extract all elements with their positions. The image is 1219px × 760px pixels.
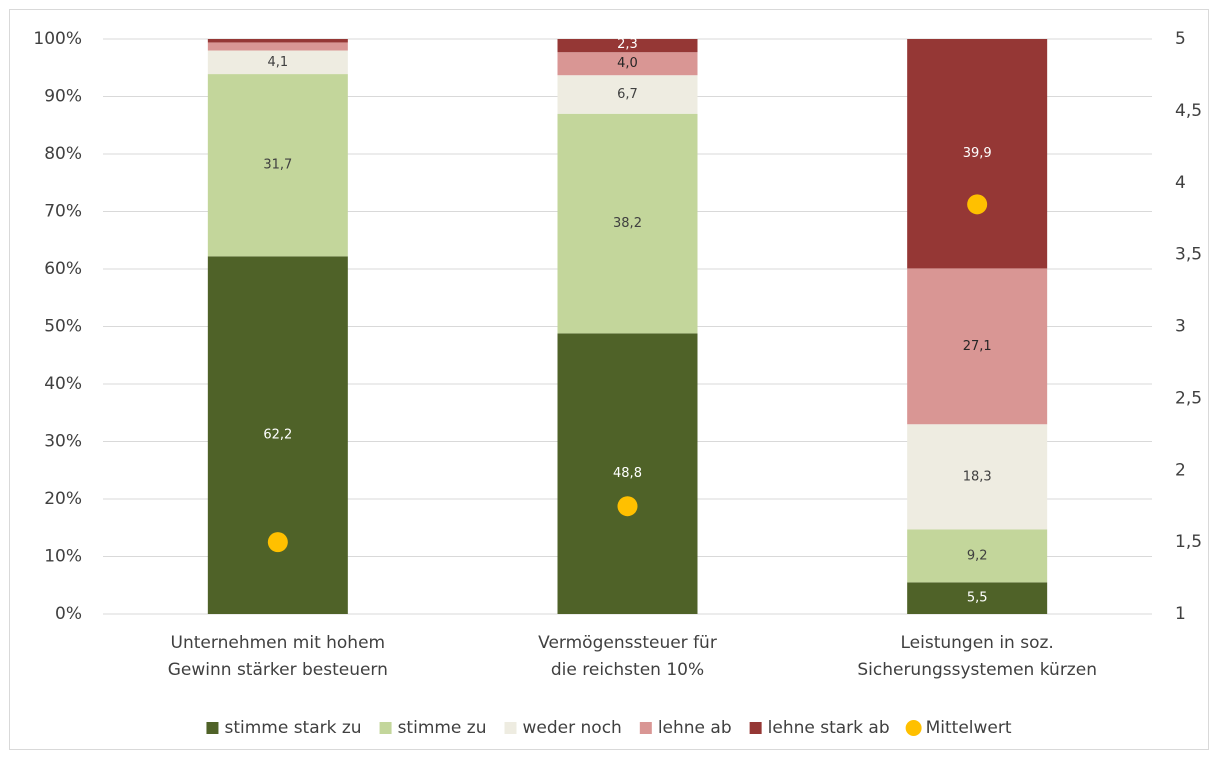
- data-label: 5,5: [967, 591, 988, 606]
- y-tick-label: 30%: [44, 432, 82, 452]
- x-tick-label: Sicherungssystemen kürzen: [857, 660, 1097, 680]
- y2-tick-label: 4,5: [1175, 101, 1202, 121]
- mean-marker: [267, 532, 288, 553]
- x-tick-label: die reichsten 10%: [551, 660, 704, 680]
- bar-segment: [907, 424, 1048, 530]
- data-label: 39,9: [963, 146, 992, 161]
- x-tick-label: Unternehmen mit hohem: [171, 633, 386, 653]
- bar-segment: [907, 529, 1048, 583]
- legend-label: stimme stark zu: [224, 718, 361, 738]
- data-label: 27,1: [963, 339, 992, 354]
- y-tick-label: 40%: [44, 374, 82, 394]
- data-label: 6,7: [617, 87, 638, 102]
- bar-segment: [557, 39, 698, 53]
- y2-tick-label: 5: [1175, 29, 1186, 49]
- y-tick-label: 100%: [33, 29, 82, 49]
- bar-segment: [207, 50, 348, 75]
- data-label: 2,3: [617, 37, 638, 52]
- legend-label: lehne stark ab: [768, 718, 890, 738]
- bar-segment: [557, 52, 698, 76]
- y2-tick-label: 1,5: [1175, 532, 1202, 552]
- y-tick-label: 60%: [44, 259, 82, 279]
- data-label: 31,7: [263, 158, 292, 173]
- data-label: 9,2: [967, 548, 988, 563]
- y2-tick-label: 1: [1175, 604, 1186, 624]
- bar-segment: [907, 582, 1048, 614]
- y-tick-label: 10%: [44, 547, 82, 567]
- legend: stimme stark zu stimme zu weder noch lehne …: [206, 718, 1012, 738]
- bar-segment: [207, 74, 348, 257]
- legend-swatch: [206, 722, 219, 734]
- data-label: 4,0: [617, 56, 638, 71]
- data-label: 4,1: [267, 55, 288, 70]
- y-tick-label: 20%: [44, 489, 82, 509]
- legend-label: stimme zu: [398, 718, 487, 738]
- y2-tick-label: 3,5: [1175, 245, 1202, 265]
- data-label: 38,2: [613, 216, 642, 231]
- bar-segment: [557, 75, 698, 114]
- data-label: 18,3: [963, 469, 992, 484]
- y2-tick-label: 2: [1175, 460, 1186, 480]
- bar-segment: [907, 268, 1048, 425]
- data-label: 62,2: [263, 428, 292, 443]
- x-tick-label: Vermögenssteuer für: [538, 633, 717, 653]
- y-tick-label: 90%: [44, 87, 82, 107]
- legend-swatch: [639, 722, 652, 734]
- bar-segment: [207, 39, 348, 43]
- bar-segment: [557, 113, 698, 334]
- legend-label: Mittelwert: [926, 718, 1012, 738]
- bar-segment: [207, 42, 348, 51]
- y2-tick-label: 3: [1175, 317, 1186, 337]
- y-tick-label: 0%: [55, 604, 82, 624]
- legend-swatch: [749, 722, 762, 734]
- y-tick-label: 70%: [44, 202, 82, 222]
- legend-label: weder noch: [523, 718, 622, 738]
- bar-segment: [207, 256, 348, 614]
- mean-marker: [617, 496, 638, 517]
- legend-marker: [905, 720, 922, 736]
- mean-marker: [967, 194, 988, 215]
- bar-segment: [907, 39, 1048, 269]
- legend-swatch: [379, 722, 392, 734]
- legend-swatch: [504, 722, 517, 734]
- bar-segment: [557, 333, 698, 614]
- y-tick-label: 50%: [44, 317, 82, 337]
- y2-tick-label: 2,5: [1175, 388, 1202, 408]
- x-tick-label: Leistungen in soz.: [900, 633, 1053, 653]
- y2-tick-label: 4: [1175, 173, 1186, 193]
- x-tick-label: Gewinn stärker besteuern: [168, 660, 388, 680]
- legend-label: lehne ab: [658, 718, 732, 738]
- data-label: 48,8: [613, 466, 642, 481]
- y-tick-label: 80%: [44, 144, 82, 164]
